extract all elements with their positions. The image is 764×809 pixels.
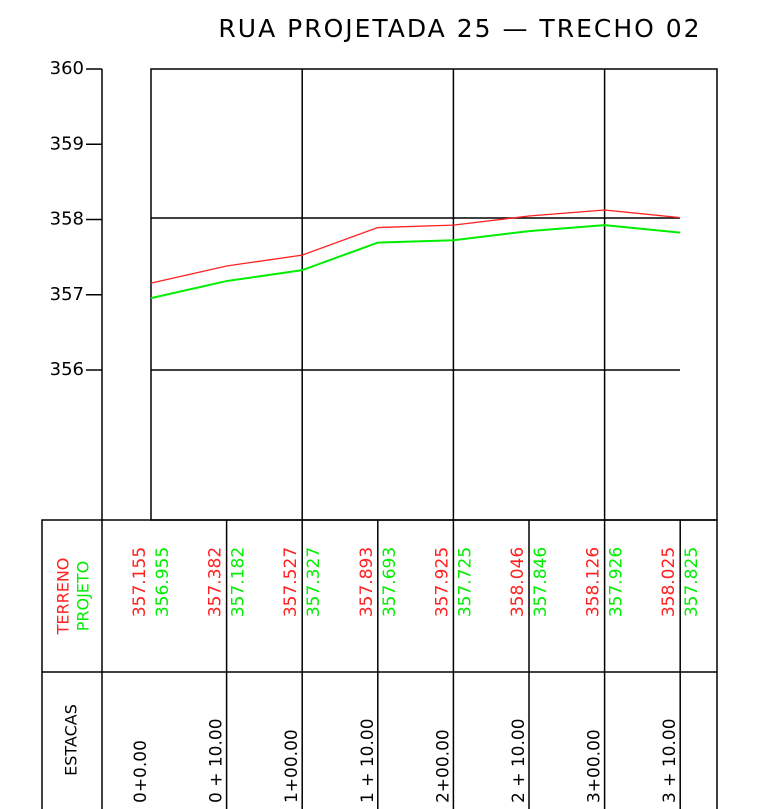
y-tick-label: 358 (50, 209, 84, 230)
value-label: 357.925 (432, 547, 452, 617)
value-label: 357.725 (455, 547, 475, 617)
station-label: 2 + 10.00 (509, 718, 529, 803)
y-tick-label: 359 (50, 133, 84, 154)
y-tick-label: 356 (50, 359, 84, 380)
plot-frame (150, 68, 718, 521)
value-label: 357.846 (531, 547, 551, 617)
station-label: 0+0.00 (131, 740, 151, 803)
station-label: 0 + 10.00 (207, 718, 227, 803)
value-label: 357.155 (130, 547, 150, 617)
value-label: 357.182 (229, 547, 249, 617)
station-label: 3+00.00 (585, 729, 605, 803)
value-label: 357.382 (206, 547, 226, 617)
value-label: 358.046 (508, 547, 528, 617)
legend-projeto: PROJETO (74, 561, 93, 632)
chart-title: RUA PROJETADA 25 — TRECHO 02 (218, 14, 701, 43)
station-label: 3 + 10.00 (660, 718, 680, 803)
x-axis-label: ESTACAS (62, 704, 81, 776)
value-label: 357.825 (682, 547, 702, 617)
value-label: 358.025 (659, 547, 679, 617)
series-line (150, 209, 681, 284)
station-label: 2+00.00 (433, 729, 453, 803)
value-label: 357.893 (357, 547, 377, 617)
y-tick-label: 360 (50, 58, 84, 79)
value-label: 356.955 (153, 547, 173, 617)
station-label: 1+00.00 (282, 729, 302, 803)
series-line (150, 224, 681, 300)
station-label: 1 + 10.00 (358, 718, 378, 803)
value-label: 358.126 (584, 547, 604, 617)
value-label: 357.926 (607, 547, 627, 617)
value-label: 357.527 (281, 547, 301, 617)
value-label: 357.693 (380, 547, 400, 617)
legend-terreno: TERRENO (54, 558, 73, 636)
table-frame (41, 519, 718, 809)
value-label: 357.327 (304, 547, 324, 617)
y-tick-label: 357 (50, 284, 84, 305)
